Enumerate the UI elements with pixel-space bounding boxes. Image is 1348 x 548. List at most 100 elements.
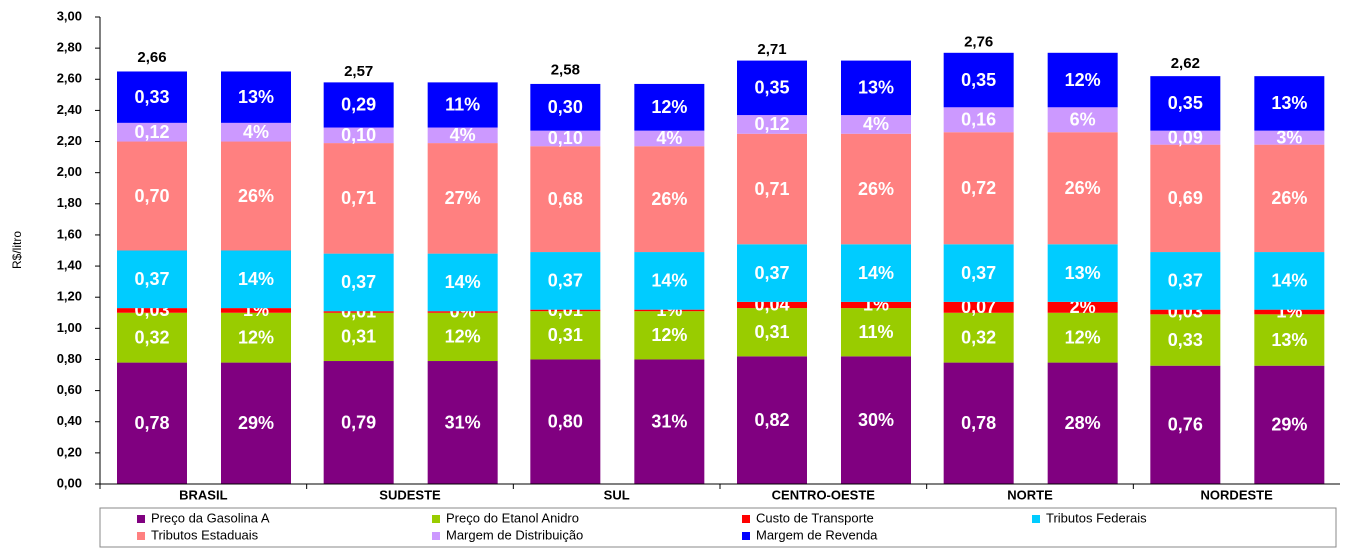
share-label: 31% — [445, 412, 481, 432]
share-label: 4% — [450, 125, 476, 145]
share-bar-segment — [1254, 76, 1325, 131]
bar-segment — [1150, 365, 1221, 484]
share-bar-segment — [221, 312, 291, 363]
share-bar-segment — [221, 122, 291, 142]
share-label: 31% — [651, 411, 687, 431]
share-label: 4% — [656, 128, 682, 148]
share-label: 30% — [858, 410, 894, 430]
value-label: 0,78 — [134, 413, 169, 433]
share-bar-segment — [634, 146, 705, 253]
share-bar-segment — [841, 356, 911, 484]
share-bar-segment — [634, 83, 705, 131]
share-label: 3% — [1276, 127, 1302, 147]
share-label: 12% — [1065, 70, 1101, 90]
share-bar-segment — [221, 141, 291, 251]
legend-label: Preço da Gasolina A — [151, 510, 270, 525]
value-label: 0,35 — [1168, 93, 1203, 113]
value-label: 0,07 — [961, 297, 996, 317]
y-tick-label: 0,00 — [57, 475, 82, 490]
legend-label: Preço do Etanol Anidro — [446, 510, 579, 525]
share-bar-segment — [427, 312, 498, 362]
share-bar-segment — [221, 250, 291, 309]
total-label: 2,57 — [344, 63, 373, 80]
value-label: 0,33 — [134, 87, 169, 107]
value-label: 0,35 — [754, 78, 789, 98]
total-label: 2,71 — [757, 41, 786, 58]
legend-swatch — [432, 515, 440, 523]
total-label: 2,58 — [551, 61, 580, 78]
value-label: 0,76 — [1168, 415, 1203, 435]
x-tick-label: CENTRO-OESTE — [772, 487, 876, 502]
share-bar-segment — [221, 71, 291, 123]
share-bar-segment — [1047, 362, 1118, 484]
share-label: 13% — [1271, 93, 1307, 113]
bar-segment — [1150, 252, 1221, 310]
share-label: 4% — [863, 114, 889, 134]
y-tick-label: 1,80 — [57, 195, 82, 210]
share-bar-segment — [427, 143, 498, 254]
bar-segment — [323, 312, 394, 362]
bar-segment — [117, 122, 187, 142]
value-label: 0,69 — [1168, 188, 1203, 208]
bar-segment — [530, 83, 601, 131]
share-label: 12% — [445, 327, 481, 347]
share-label: 27% — [445, 188, 481, 208]
value-label: 0,10 — [341, 125, 376, 145]
share-label: 12% — [651, 97, 687, 117]
share-label: 6% — [1070, 109, 1096, 129]
bar-segment — [1150, 130, 1221, 145]
share-bar-segment — [1047, 107, 1118, 133]
share-bar-segment — [634, 252, 705, 310]
share-label: 11% — [445, 95, 480, 115]
share-bar-segment — [1047, 52, 1118, 108]
value-label: 0,37 — [548, 271, 583, 291]
bar-segment — [737, 115, 807, 134]
value-label: 0,37 — [961, 263, 996, 283]
share-label: 12% — [1065, 327, 1101, 347]
bar-segment — [943, 312, 1014, 363]
share-bar-segment — [1254, 144, 1325, 253]
bar-segment — [737, 356, 807, 484]
share-bar-segment — [841, 133, 911, 245]
share-bar-segment — [634, 309, 705, 312]
y-tick-label: 1,00 — [57, 320, 82, 335]
share-label: 14% — [651, 271, 687, 291]
y-tick-label: 2,60 — [57, 71, 82, 86]
bar-segment — [323, 311, 394, 313]
value-label: 0,37 — [1168, 271, 1203, 291]
value-label: 0,70 — [134, 186, 169, 206]
legend-label: Tributos Estaduais — [151, 527, 259, 542]
share-bar-segment — [1254, 365, 1325, 484]
y-tick-label: 2,80 — [57, 40, 82, 55]
bar-segment — [117, 312, 187, 363]
y-tick-label: 1,40 — [57, 258, 82, 273]
share-label: 12% — [651, 325, 687, 345]
total-label: 2,76 — [964, 33, 993, 50]
legend-swatch — [137, 532, 145, 540]
bar-segment — [117, 308, 187, 313]
legend-swatch — [137, 515, 145, 523]
share-label: 29% — [238, 413, 274, 433]
share-label: 26% — [651, 189, 687, 209]
value-label: 0,37 — [134, 269, 169, 289]
share-bar-segment — [634, 311, 705, 360]
share-label: 11% — [858, 322, 893, 342]
share-label: 28% — [1065, 413, 1101, 433]
share-bar-segment — [634, 130, 705, 147]
y-tick-label: 0,80 — [57, 351, 82, 366]
bar-segment — [943, 301, 1014, 313]
share-bar-segment — [427, 253, 498, 312]
bar-segment — [530, 309, 601, 312]
share-label: 14% — [445, 272, 481, 292]
share-bar-segment — [427, 82, 498, 128]
y-axis-label: R$/litro — [10, 231, 24, 269]
y-tick-label: 0,60 — [57, 382, 82, 397]
bar-segment — [117, 141, 187, 251]
share-label: 26% — [238, 186, 274, 206]
bar-segment — [737, 133, 807, 245]
x-tick-label: SUL — [604, 487, 630, 502]
value-label: 0,35 — [961, 70, 996, 90]
share-bar-segment — [841, 308, 911, 357]
